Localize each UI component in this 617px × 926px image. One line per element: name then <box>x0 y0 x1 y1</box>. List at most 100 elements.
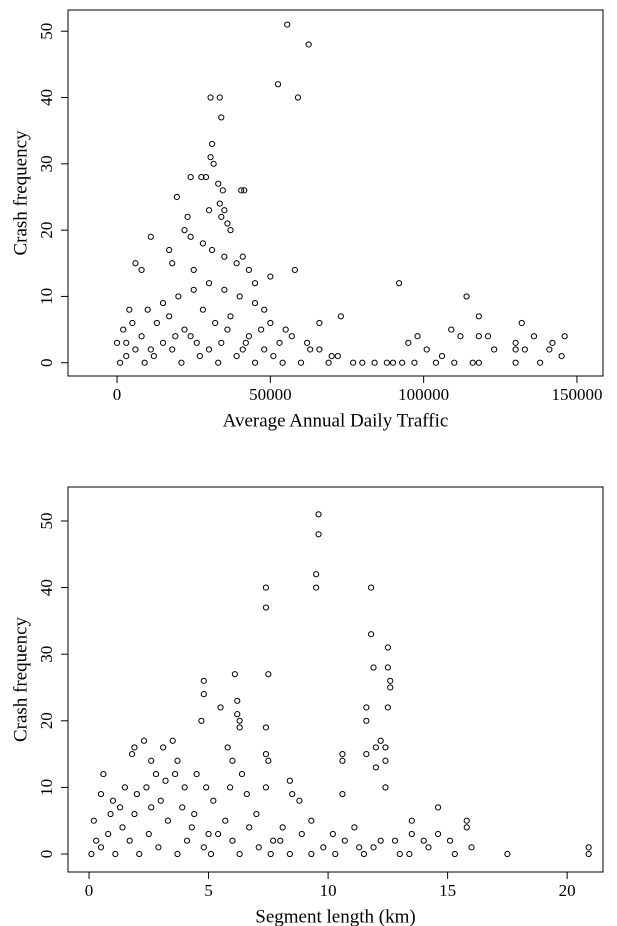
point <box>491 346 498 353</box>
point <box>117 804 124 811</box>
point <box>255 844 262 851</box>
point <box>463 817 470 824</box>
point <box>279 359 286 366</box>
point <box>218 213 225 220</box>
x-tick-label: 50000 <box>249 385 292 404</box>
point <box>241 187 248 194</box>
point <box>123 339 130 346</box>
point <box>133 790 140 798</box>
point <box>193 770 200 778</box>
point <box>337 313 344 320</box>
point <box>224 326 231 333</box>
point <box>294 94 302 101</box>
point <box>262 784 270 791</box>
point <box>236 717 243 724</box>
point <box>153 319 161 327</box>
point <box>316 319 323 327</box>
point <box>351 824 358 831</box>
point <box>171 770 179 778</box>
point <box>121 784 128 791</box>
x-axis-title: Segment length (km) <box>255 906 415 926</box>
point <box>425 844 432 851</box>
point <box>215 359 222 366</box>
y-tick-label: 30 <box>37 646 56 663</box>
point <box>93 837 100 844</box>
point <box>382 757 389 764</box>
point <box>221 253 228 260</box>
point <box>203 784 210 791</box>
x-tick-label: 10 <box>320 881 337 900</box>
point <box>512 339 519 346</box>
point <box>518 319 525 327</box>
point <box>270 837 277 844</box>
point <box>187 173 194 181</box>
point <box>585 850 592 858</box>
point <box>173 193 180 201</box>
point <box>396 850 403 858</box>
point <box>320 844 327 851</box>
point <box>234 697 241 704</box>
point <box>123 353 130 360</box>
point <box>160 744 167 751</box>
point <box>463 824 470 831</box>
point <box>279 824 286 831</box>
y-tick-label: 20 <box>37 712 56 729</box>
point <box>208 140 216 148</box>
point <box>291 266 298 274</box>
point <box>463 293 470 300</box>
point <box>549 339 556 346</box>
point <box>231 671 238 678</box>
point <box>141 359 148 366</box>
point <box>434 804 442 811</box>
y-axis-title: Crash frequency <box>10 616 31 742</box>
point <box>368 584 375 591</box>
point <box>262 751 270 758</box>
plot-frame <box>67 9 604 377</box>
point <box>159 339 167 346</box>
point <box>148 757 155 764</box>
point <box>221 286 228 293</box>
point <box>286 777 293 784</box>
point <box>112 850 119 858</box>
point <box>537 359 544 366</box>
point <box>297 359 305 366</box>
point <box>448 326 455 333</box>
point <box>238 187 245 194</box>
point <box>200 677 207 684</box>
point <box>198 173 205 181</box>
point <box>181 784 188 791</box>
point <box>183 837 191 844</box>
point <box>438 353 446 360</box>
point <box>246 824 253 831</box>
point <box>561 333 568 340</box>
point <box>181 227 188 234</box>
point <box>384 644 391 651</box>
point <box>143 784 150 791</box>
point <box>224 744 231 751</box>
y-tick-label: 40 <box>37 89 56 106</box>
point <box>200 844 207 851</box>
point <box>145 830 152 838</box>
point <box>148 804 155 811</box>
point <box>239 346 246 353</box>
point <box>451 850 458 858</box>
point <box>371 359 378 366</box>
point <box>233 353 240 360</box>
point <box>363 751 370 758</box>
point <box>157 797 164 804</box>
x-axis-title: Average Annual Daily Traffic <box>223 410 449 431</box>
point <box>210 797 217 804</box>
point <box>469 359 476 366</box>
point <box>117 359 124 366</box>
point <box>286 850 293 858</box>
point <box>332 850 339 858</box>
point <box>138 266 145 274</box>
point <box>363 717 370 724</box>
point <box>243 790 250 798</box>
point <box>169 346 176 353</box>
point <box>274 81 282 88</box>
point <box>414 333 421 340</box>
point <box>307 346 314 353</box>
point <box>315 531 322 538</box>
point <box>159 299 167 307</box>
